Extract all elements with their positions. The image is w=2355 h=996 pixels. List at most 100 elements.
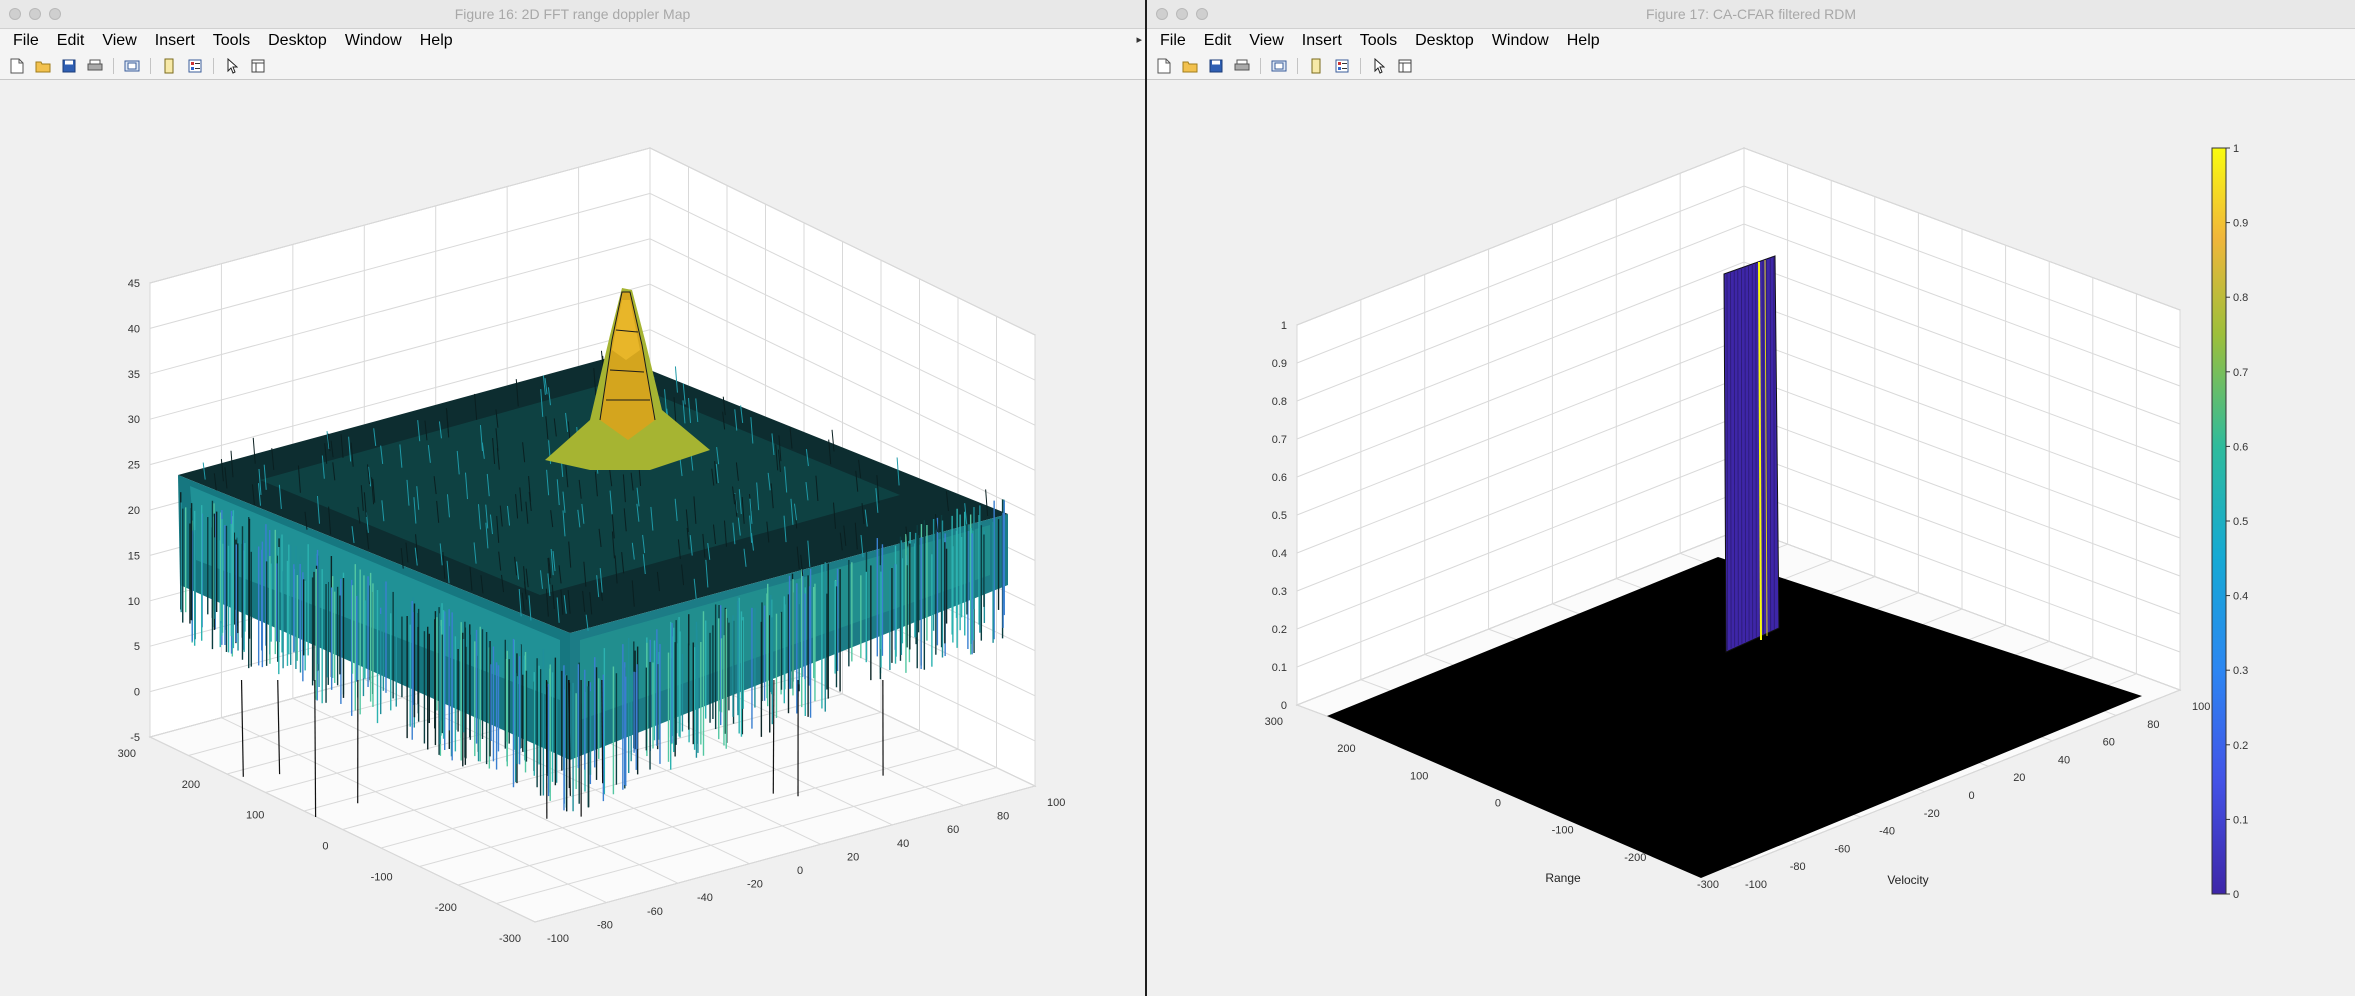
colorbar-tick-label: 1	[2233, 143, 2239, 155]
zoom-button[interactable]	[1196, 8, 1208, 20]
z-tick-label: 45	[128, 278, 140, 290]
menu-bar: File Edit View Insert Tools Desktop Wind…	[0, 29, 1145, 53]
insert-colorbar-icon[interactable]	[1331, 55, 1353, 77]
new-figure-icon[interactable]	[1153, 55, 1175, 77]
window-title: Figure 16: 2D FFT range doppler Map	[454, 6, 691, 22]
print-preview-icon[interactable]	[121, 55, 143, 77]
cfar-surface-axes[interactable]: Range Velocity 1 0.9 0.8 0.7 0.6 0.5 0.4 0.3 0.2…	[1147, 79, 2355, 996]
velocity-tick-label: -60	[647, 906, 663, 918]
range-tick-label: -100	[371, 871, 393, 883]
figure-17-window[interactable]: Figure 17: CA-CFAR filtered RDM File Edi…	[1147, 0, 2355, 996]
close-button[interactable]	[9, 8, 21, 20]
toolbar-separator	[1260, 58, 1261, 74]
menu-edit[interactable]: Edit	[1203, 32, 1232, 49]
close-button[interactable]	[1156, 8, 1168, 20]
velocity-tick-label: -100	[547, 933, 569, 945]
velocity-tick-label: -20	[747, 879, 763, 891]
menu-desktop[interactable]: Desktop	[268, 32, 327, 49]
minimize-button[interactable]	[1176, 8, 1188, 20]
menu-edit[interactable]: Edit	[56, 32, 85, 49]
link-data-icon[interactable]	[1305, 55, 1327, 77]
range-tick-label: -300	[1697, 879, 1719, 891]
menu-tools[interactable]: Tools	[212, 32, 251, 49]
print-preview-icon[interactable]	[1268, 55, 1290, 77]
velocity-tick-label: -60	[1834, 843, 1850, 855]
property-inspector-icon[interactable]	[1394, 55, 1416, 77]
toolbar-separator	[1360, 58, 1361, 74]
colorbar-ticks: 1 0.9 0.8 0.7 0.6 0.5 0.4 0.3 0.2 0.1 0	[2226, 143, 2248, 901]
print-icon[interactable]	[1231, 55, 1253, 77]
open-file-icon[interactable]	[1179, 55, 1201, 77]
menu-window[interactable]: Window	[344, 32, 402, 49]
velocity-axis-label: Velocity	[1887, 873, 1928, 887]
save-icon[interactable]	[1205, 55, 1227, 77]
menu-file[interactable]: File	[13, 32, 39, 49]
z-tick-label: 0	[134, 687, 140, 699]
z-tick-label: 0.8	[1272, 396, 1287, 408]
print-icon[interactable]	[84, 55, 106, 77]
velocity-tick-label: -80	[1790, 861, 1806, 873]
range-tick-label: 100	[246, 810, 264, 822]
menubar-expand-icon[interactable]: ▸	[1136, 34, 1142, 46]
colorbar-tick-label: 0.4	[2233, 591, 2248, 603]
edit-plot-icon[interactable]	[1368, 55, 1390, 77]
colorbar[interactable]	[2211, 147, 2227, 895]
range-tick-label: 300	[1265, 716, 1283, 728]
insert-colorbar-icon[interactable]	[184, 55, 206, 77]
title-bar[interactable]: Figure 17: CA-CFAR filtered RDM	[1147, 0, 2355, 29]
z-tick-label: 0.6	[1272, 472, 1287, 484]
velocity-tick-label: -100	[1745, 879, 1767, 891]
property-inspector-icon[interactable]	[247, 55, 269, 77]
menu-help[interactable]: Help	[419, 32, 453, 49]
figure-16-window[interactable]: Figure 16: 2D FFT range doppler Map File…	[0, 0, 1145, 996]
toolbar-separator	[1297, 58, 1298, 74]
velocity-tick-label: 20	[2013, 772, 2025, 784]
link-data-icon[interactable]	[158, 55, 180, 77]
menu-desktop[interactable]: Desktop	[1415, 32, 1474, 49]
velocity-tick-label: -40	[1879, 826, 1895, 838]
save-icon[interactable]	[58, 55, 80, 77]
menu-insert[interactable]: Insert	[1301, 32, 1342, 49]
z-tick-label: 0.9	[1272, 358, 1287, 370]
title-bar[interactable]: Figure 16: 2D FFT range doppler Map	[0, 0, 1145, 29]
velocity-tick-label: 40	[897, 838, 909, 850]
range-tick-label: 200	[1337, 743, 1355, 755]
menu-bar: File Edit View Insert Tools Desktop Wind…	[1147, 29, 2355, 53]
window-title: Figure 17: CA-CFAR filtered RDM	[1645, 6, 1857, 22]
menu-tools[interactable]: Tools	[1359, 32, 1398, 49]
zero-surface	[1327, 557, 2142, 878]
menu-view[interactable]: View	[1249, 32, 1284, 49]
window-controls	[1156, 8, 1208, 20]
range-tick-label: -200	[1624, 852, 1646, 864]
menu-file[interactable]: File	[1160, 32, 1186, 49]
z-tick-label: 30	[128, 414, 140, 426]
menu-window[interactable]: Window	[1491, 32, 1549, 49]
z-tick-label: 25	[128, 460, 140, 472]
velocity-tick-label: 60	[2103, 737, 2115, 749]
menu-view[interactable]: View	[102, 32, 137, 49]
z-tick-label: 0	[1281, 700, 1287, 712]
colorbar-tick-label: 0.8	[2233, 292, 2248, 304]
open-file-icon[interactable]	[32, 55, 54, 77]
minimize-button[interactable]	[29, 8, 41, 20]
target-peak	[545, 288, 710, 470]
zoom-button[interactable]	[49, 8, 61, 20]
colorbar-tick-label: 0	[2233, 889, 2239, 901]
figure-toolbar	[0, 53, 1145, 80]
new-figure-icon[interactable]	[6, 55, 28, 77]
velocity-tick-label: 80	[997, 811, 1009, 823]
z-tick-label: 10	[128, 596, 140, 608]
menu-help[interactable]: Help	[1566, 32, 1600, 49]
z-tick-label: 0.7	[1272, 434, 1287, 446]
z-tick-label: 20	[128, 505, 140, 517]
range-tick-label: -200	[435, 902, 457, 914]
edit-plot-icon[interactable]	[221, 55, 243, 77]
menu-insert[interactable]: Insert	[154, 32, 195, 49]
colorbar-tick-label: 0.9	[2233, 218, 2248, 230]
range-axis-label: Range	[1545, 871, 1581, 885]
velocity-tick-label: -80	[597, 919, 613, 931]
velocity-tick-label: 0	[1969, 790, 1975, 802]
velocity-tick-label: -20	[1924, 808, 1940, 820]
z-axis-ticks: 45 40 35 30 25 20 15 10 5 0 -5	[128, 278, 140, 744]
